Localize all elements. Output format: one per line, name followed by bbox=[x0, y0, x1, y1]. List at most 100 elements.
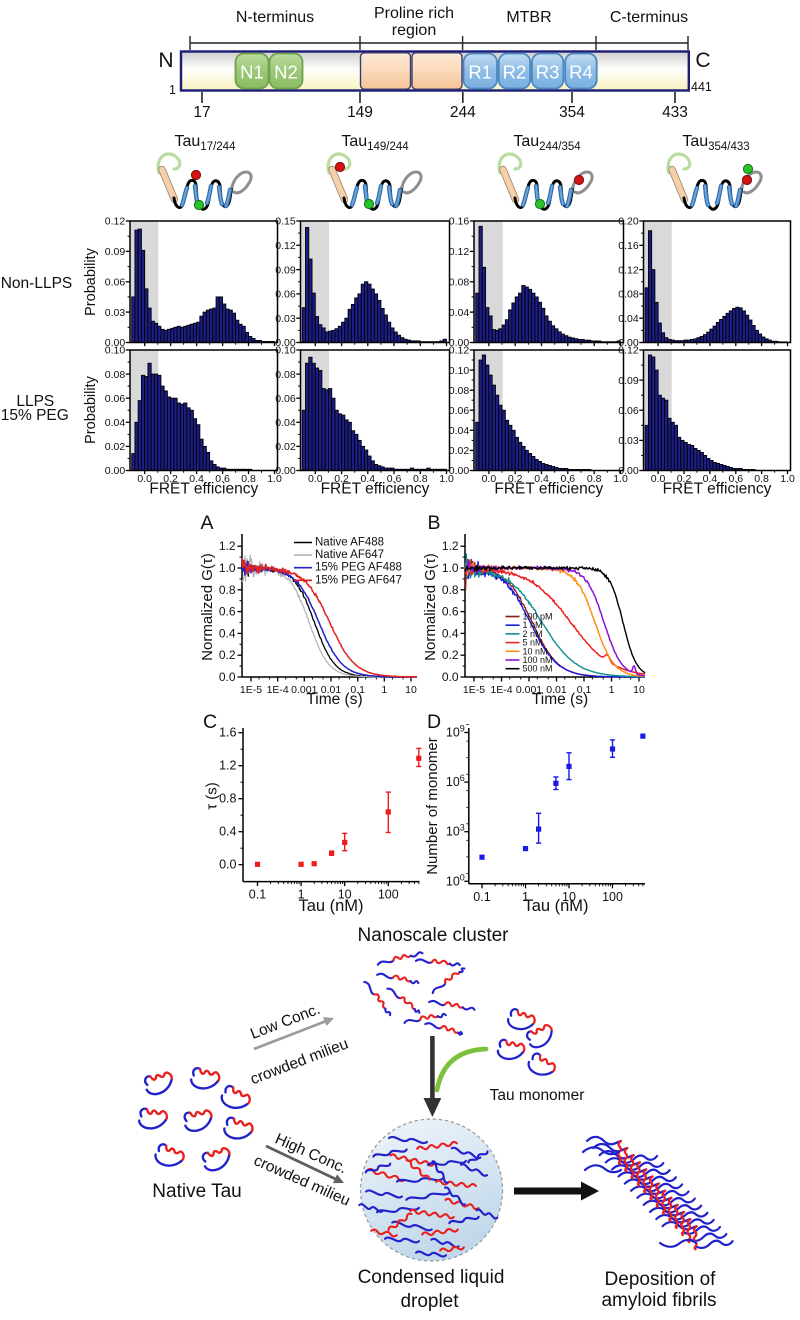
svg-text:0.08: 0.08 bbox=[449, 385, 470, 397]
svg-text:0.0: 0.0 bbox=[482, 473, 497, 485]
svg-text:5 nM: 5 nM bbox=[523, 638, 543, 648]
svg-text:17: 17 bbox=[193, 104, 210, 121]
svg-text:0.03: 0.03 bbox=[275, 313, 296, 325]
svg-text:A: A bbox=[200, 512, 213, 534]
svg-text:0.8: 0.8 bbox=[754, 473, 769, 485]
svg-text:0.8: 0.8 bbox=[241, 473, 256, 485]
svg-text:0.2: 0.2 bbox=[334, 473, 349, 485]
svg-text:100: 100 bbox=[602, 890, 623, 904]
svg-text:0.6: 0.6 bbox=[560, 473, 575, 485]
svg-text:0.16: 0.16 bbox=[618, 240, 639, 252]
svg-text:C: C bbox=[695, 49, 710, 72]
svg-text:0.06: 0.06 bbox=[105, 393, 126, 405]
svg-text:0.15: 0.15 bbox=[275, 216, 296, 228]
svg-text:0.4: 0.4 bbox=[534, 473, 549, 485]
svg-text:droplet: droplet bbox=[400, 1291, 459, 1312]
svg-text:1.2: 1.2 bbox=[219, 759, 236, 773]
svg-text:0.02: 0.02 bbox=[449, 445, 470, 457]
svg-text:0.8: 0.8 bbox=[442, 583, 459, 597]
svg-text:0.02: 0.02 bbox=[275, 441, 296, 453]
svg-text:0.04: 0.04 bbox=[449, 307, 470, 319]
svg-text:0.1: 0.1 bbox=[473, 890, 490, 904]
svg-text:10: 10 bbox=[405, 684, 417, 696]
svg-text:Tau monomer: Tau monomer bbox=[490, 1087, 585, 1104]
svg-text:0.1: 0.1 bbox=[249, 888, 266, 902]
svg-text:0.02: 0.02 bbox=[105, 441, 126, 453]
svg-text:0.0: 0.0 bbox=[308, 473, 323, 485]
svg-text:0.1: 0.1 bbox=[577, 684, 592, 696]
svg-text:0.0: 0.0 bbox=[651, 473, 666, 485]
svg-text:Probability: Probability bbox=[83, 375, 99, 443]
svg-text:0.00: 0.00 bbox=[618, 465, 639, 477]
svg-text:B: B bbox=[427, 512, 440, 534]
svg-text:1E-4: 1E-4 bbox=[267, 684, 289, 696]
svg-text:0.6: 0.6 bbox=[442, 605, 459, 619]
svg-text:0.01: 0.01 bbox=[546, 684, 567, 696]
svg-text:0.4: 0.4 bbox=[360, 473, 375, 485]
svg-text:τ (s): τ (s) bbox=[204, 782, 221, 810]
svg-text:0.0: 0.0 bbox=[219, 670, 236, 684]
svg-text:0.09: 0.09 bbox=[275, 264, 296, 276]
svg-text:0.2: 0.2 bbox=[677, 473, 692, 485]
svg-text:N-terminus: N-terminus bbox=[236, 9, 314, 26]
svg-text:2 nM: 2 nM bbox=[523, 629, 543, 639]
svg-text:1.0: 1.0 bbox=[780, 473, 795, 485]
svg-text:433: 433 bbox=[662, 104, 688, 121]
svg-text:0.04: 0.04 bbox=[449, 425, 470, 437]
svg-text:1.6: 1.6 bbox=[219, 726, 236, 740]
svg-text:R4: R4 bbox=[569, 62, 593, 83]
svg-text:1.0: 1.0 bbox=[219, 561, 236, 575]
svg-text:Native AF488: Native AF488 bbox=[315, 537, 384, 549]
svg-text:10 nM: 10 nM bbox=[523, 646, 548, 656]
svg-text:R3: R3 bbox=[536, 62, 560, 83]
svg-text:1E-5: 1E-5 bbox=[240, 684, 262, 696]
svg-text:D: D bbox=[427, 711, 441, 733]
svg-text:0.16: 0.16 bbox=[449, 216, 470, 228]
svg-text:0.8: 0.8 bbox=[587, 473, 602, 485]
svg-text:Time (s): Time (s) bbox=[532, 691, 588, 708]
svg-text:0.6: 0.6 bbox=[728, 473, 743, 485]
svg-text:0.06: 0.06 bbox=[449, 405, 470, 417]
svg-text:0.0: 0.0 bbox=[442, 670, 459, 684]
svg-text:R1: R1 bbox=[468, 62, 492, 83]
svg-text:amyloid fibrils: amyloid fibrils bbox=[601, 1290, 716, 1311]
svg-text:0.4: 0.4 bbox=[703, 473, 718, 485]
svg-text:0.12: 0.12 bbox=[618, 345, 639, 357]
svg-text:FRET efficiency: FRET efficiency bbox=[663, 481, 772, 498]
svg-text:0.8: 0.8 bbox=[219, 792, 236, 806]
svg-text:0.00: 0.00 bbox=[105, 337, 126, 349]
svg-text:0.08: 0.08 bbox=[105, 369, 126, 381]
svg-text:0.08: 0.08 bbox=[275, 369, 296, 381]
svg-text:1: 1 bbox=[609, 684, 615, 696]
svg-text:500 nM: 500 nM bbox=[523, 664, 553, 674]
svg-text:0.4: 0.4 bbox=[189, 473, 204, 485]
svg-text:0.8: 0.8 bbox=[219, 583, 236, 597]
svg-text:0.0: 0.0 bbox=[219, 858, 236, 872]
svg-text:1.2: 1.2 bbox=[219, 539, 236, 553]
svg-text:Condensed liquid: Condensed liquid bbox=[358, 1267, 505, 1288]
svg-text:Normalized G(τ): Normalized G(τ) bbox=[199, 553, 216, 661]
svg-text:Tau (nM): Tau (nM) bbox=[523, 897, 588, 915]
svg-text:0.12: 0.12 bbox=[275, 240, 296, 252]
svg-text:N2: N2 bbox=[274, 62, 298, 83]
svg-text:354: 354 bbox=[559, 104, 585, 121]
svg-text:0.04: 0.04 bbox=[275, 417, 296, 429]
svg-text:15% PEG AF647: 15% PEG AF647 bbox=[315, 574, 402, 586]
svg-text:0.8: 0.8 bbox=[413, 473, 428, 485]
svg-text:C: C bbox=[203, 711, 217, 733]
svg-text:244: 244 bbox=[450, 104, 476, 121]
svg-text:10: 10 bbox=[633, 684, 645, 696]
svg-text:0.06: 0.06 bbox=[275, 393, 296, 405]
svg-text:0.4: 0.4 bbox=[219, 626, 236, 640]
svg-text:1.0: 1.0 bbox=[442, 561, 459, 575]
svg-text:1: 1 bbox=[169, 83, 176, 97]
svg-text:0.00: 0.00 bbox=[449, 465, 470, 477]
svg-text:1E-4: 1E-4 bbox=[490, 684, 512, 696]
svg-text:0.09: 0.09 bbox=[105, 246, 126, 258]
svg-text:0.12: 0.12 bbox=[105, 216, 126, 228]
svg-text:0.0: 0.0 bbox=[137, 473, 152, 485]
svg-text:FRET efficiency: FRET efficiency bbox=[494, 481, 603, 498]
svg-text:0.03: 0.03 bbox=[618, 435, 639, 447]
svg-text:Deposition of: Deposition of bbox=[605, 1269, 717, 1290]
svg-text:Nanoscale cluster: Nanoscale cluster bbox=[357, 925, 509, 946]
